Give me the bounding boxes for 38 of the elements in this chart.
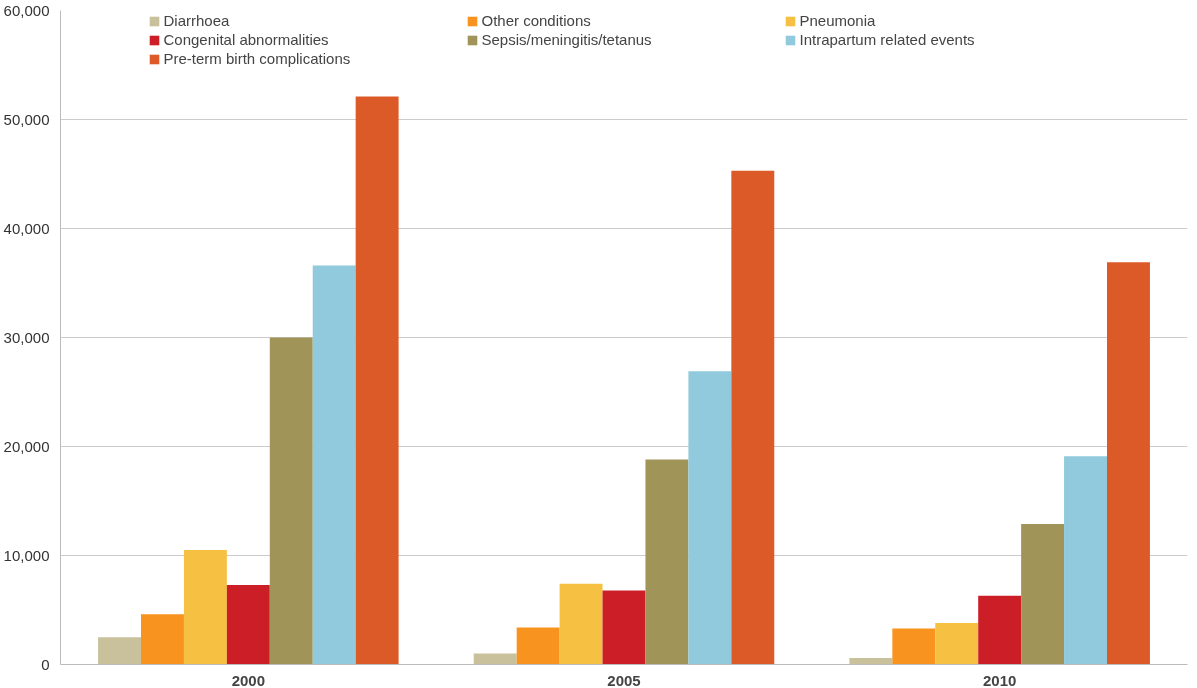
bar: [849, 657, 893, 665]
bar: [226, 584, 270, 665]
bar: [602, 590, 646, 665]
bar: [935, 623, 979, 665]
bar: [645, 459, 689, 665]
y-tick-label: 0: [41, 655, 50, 673]
y-tick-label: 10,000: [3, 546, 50, 564]
bar: [978, 595, 1022, 665]
bar: [1107, 262, 1150, 665]
x-tick-label: 2005: [607, 671, 641, 688]
y-tick-label: 40,000: [3, 219, 50, 237]
bar: [559, 583, 603, 665]
bar: [688, 371, 732, 665]
y-tick-label: 20,000: [3, 437, 50, 455]
legend-label: Pre-term birth complications: [163, 50, 352, 67]
bar: [312, 265, 356, 665]
bar: [1021, 523, 1065, 665]
bar: [355, 96, 399, 665]
y-tick-label: 30,000: [3, 328, 50, 346]
bar: [892, 628, 936, 665]
legend-label: Intrapartum related events: [799, 31, 976, 48]
bar: [98, 637, 141, 665]
bar: [473, 653, 517, 665]
legend-label: Congenital abnormalities: [163, 31, 330, 48]
bar: [516, 627, 560, 665]
y-tick-label: 50,000: [3, 110, 50, 128]
x-tick-label: 2010: [982, 671, 1017, 688]
legend-label: Diarrhoea: [163, 12, 231, 29]
bar: [1064, 456, 1107, 665]
legend-label: Sepsis/meningitis/tetanus: [481, 31, 653, 48]
legend-label: Other conditions: [481, 12, 592, 29]
y-tick-label: 60,000: [3, 1, 50, 19]
legend-label: Pneumonia: [799, 12, 877, 29]
bar: [269, 337, 313, 665]
x-tick-label: 2000: [231, 671, 266, 688]
bar: [183, 550, 227, 665]
bar: [141, 614, 184, 665]
bar: [731, 170, 775, 665]
